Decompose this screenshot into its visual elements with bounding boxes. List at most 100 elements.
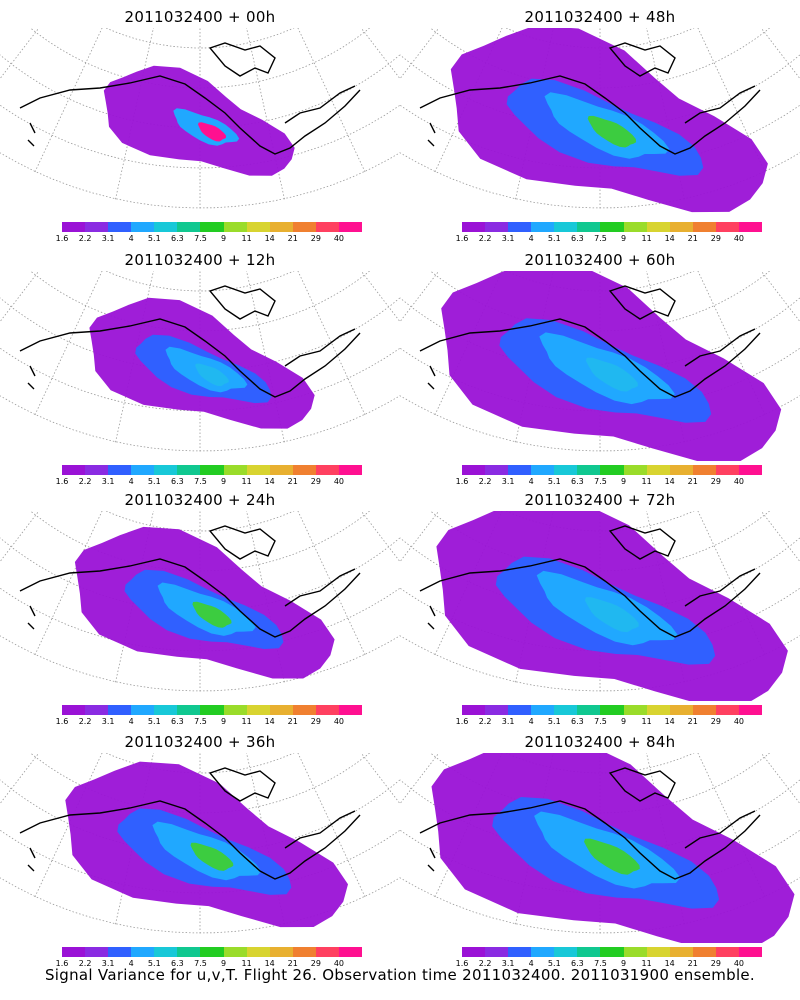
- legend-tick-label: 7.5: [594, 477, 607, 486]
- legend-swatch: [554, 947, 578, 957]
- coastline: [27, 365, 36, 390]
- legend-swatch: [600, 947, 624, 957]
- legend-swatch: [154, 465, 178, 475]
- meridian-line: [360, 271, 400, 323]
- coastline-island: [608, 767, 676, 802]
- legend-tick-label: 3.1: [501, 477, 515, 486]
- legend-tick-label: 2.2: [78, 717, 92, 726]
- latitude-circle: [105, 753, 295, 774]
- polar-map: [400, 271, 800, 461]
- latitude-circle: [0, 635, 400, 692]
- legend-swatch: [600, 465, 624, 475]
- legend-swatch: [131, 947, 155, 957]
- legend-tick-label: 3.1: [501, 717, 515, 726]
- variance-peak: [190, 842, 234, 871]
- legend-swatch: [577, 947, 601, 957]
- latitude-circle: [400, 395, 800, 452]
- color-legend: 1.6 2.2 3.1 4 5.1 6.3 7.5 9 11 14 21 29 40: [56, 222, 363, 246]
- map-panel-60h: 2011032400 + 60h 1.6 2.2 3.1 4 5.1 6.3 7.5 9 11 1…: [400, 243, 800, 486]
- legend-swatch: [692, 222, 716, 232]
- legend-swatch: [223, 222, 247, 232]
- legend-color-bar: [62, 705, 363, 715]
- meridian-line: [0, 271, 47, 313]
- legend-tick-label: 21: [287, 234, 298, 243]
- legend-swatch: [108, 947, 132, 957]
- meridian-line: [697, 753, 767, 899]
- legend-tick-label: 7.5: [194, 477, 207, 486]
- legend-tick-label: 1.6: [55, 959, 69, 968]
- legend-swatch: [462, 465, 486, 475]
- legend-swatch: [200, 222, 224, 232]
- legend-tick-label: 6.3: [571, 477, 584, 486]
- meridian-line: [753, 753, 800, 795]
- legend-swatch: [338, 705, 363, 715]
- latitude-circle: [400, 104, 800, 169]
- legend-tick-label: 2.2: [78, 959, 92, 968]
- legend-swatch: [600, 222, 624, 232]
- meridian-line: [360, 28, 400, 80]
- meridian-line: [246, 271, 286, 444]
- variance-peak: [585, 357, 638, 392]
- coastline: [284, 568, 356, 607]
- legend-swatch: [292, 465, 316, 475]
- legend-swatch: [531, 222, 555, 232]
- legend-swatch: [200, 947, 224, 957]
- legend-swatch: [554, 705, 578, 715]
- legend-tick-label: 5.1: [547, 959, 561, 968]
- legend-tick-label: 7.5: [194, 959, 207, 968]
- coastline: [427, 365, 436, 390]
- legend-swatch: [315, 222, 339, 232]
- coastline: [19, 318, 361, 398]
- legend-swatch: [485, 705, 509, 715]
- latitude-circle: [0, 877, 400, 934]
- latitude-circle: [0, 347, 400, 412]
- legend-swatch: [646, 465, 670, 475]
- coastline: [284, 85, 356, 124]
- coastline: [419, 75, 761, 155]
- color-legend: 1.6 2.2 3.1 4 5.1 6.3 7.5 9 11 14 21 29 40: [56, 947, 363, 971]
- legend-swatch: [646, 222, 670, 232]
- coastline-island: [608, 285, 676, 320]
- legend-tick-label: 3.1: [501, 959, 515, 968]
- legend-tick-label: 14: [264, 477, 275, 486]
- legend-tick-label: 3.1: [501, 234, 515, 243]
- meridian-line: [400, 753, 440, 805]
- polar-map: [0, 753, 400, 935]
- legend-swatch: [269, 222, 293, 232]
- legend-swatch: [108, 465, 132, 475]
- legend-tick-label: 9: [220, 477, 227, 486]
- legend-tick-label: 11: [641, 477, 652, 486]
- legend-tick-label: 9: [220, 959, 227, 968]
- legend-swatch: [646, 705, 670, 715]
- coastline: [19, 558, 361, 638]
- legend-swatch: [108, 222, 132, 232]
- legend-swatch: [738, 222, 763, 232]
- legend-swatch: [623, 222, 647, 232]
- meridian-line: [760, 28, 800, 80]
- legend-tick-label: 14: [664, 477, 675, 486]
- meridian-line: [400, 511, 440, 563]
- legend-swatch: [223, 465, 247, 475]
- panel-title: 2011032400 + 12h: [124, 251, 276, 269]
- legend-tick-label: 9: [620, 477, 627, 486]
- legend-swatch: [577, 222, 601, 232]
- legend-swatch: [62, 705, 86, 715]
- legend-tick-label: 21: [687, 477, 698, 486]
- legend-tick-label: 5.1: [147, 717, 161, 726]
- variance-peak: [198, 122, 226, 142]
- meridian-line: [353, 271, 400, 313]
- panel-title: 2011032400 + 84h: [524, 733, 676, 751]
- legend-tick-label: 4: [528, 234, 534, 243]
- legend-tick-label: 40: [733, 477, 745, 486]
- legend-tick-label: 40: [733, 717, 745, 726]
- legend-swatch: [508, 947, 532, 957]
- legend-tick-label: 1.6: [55, 717, 69, 726]
- polar-map: [0, 511, 400, 693]
- variance-field: [431, 753, 795, 943]
- legend-tick-label: 3.1: [101, 477, 115, 486]
- legend-swatch: [600, 705, 624, 715]
- meridian-line: [360, 511, 400, 563]
- latitude-circle: [0, 297, 400, 372]
- legend-swatch: [62, 465, 86, 475]
- legend-tick-label: 2.2: [478, 959, 492, 968]
